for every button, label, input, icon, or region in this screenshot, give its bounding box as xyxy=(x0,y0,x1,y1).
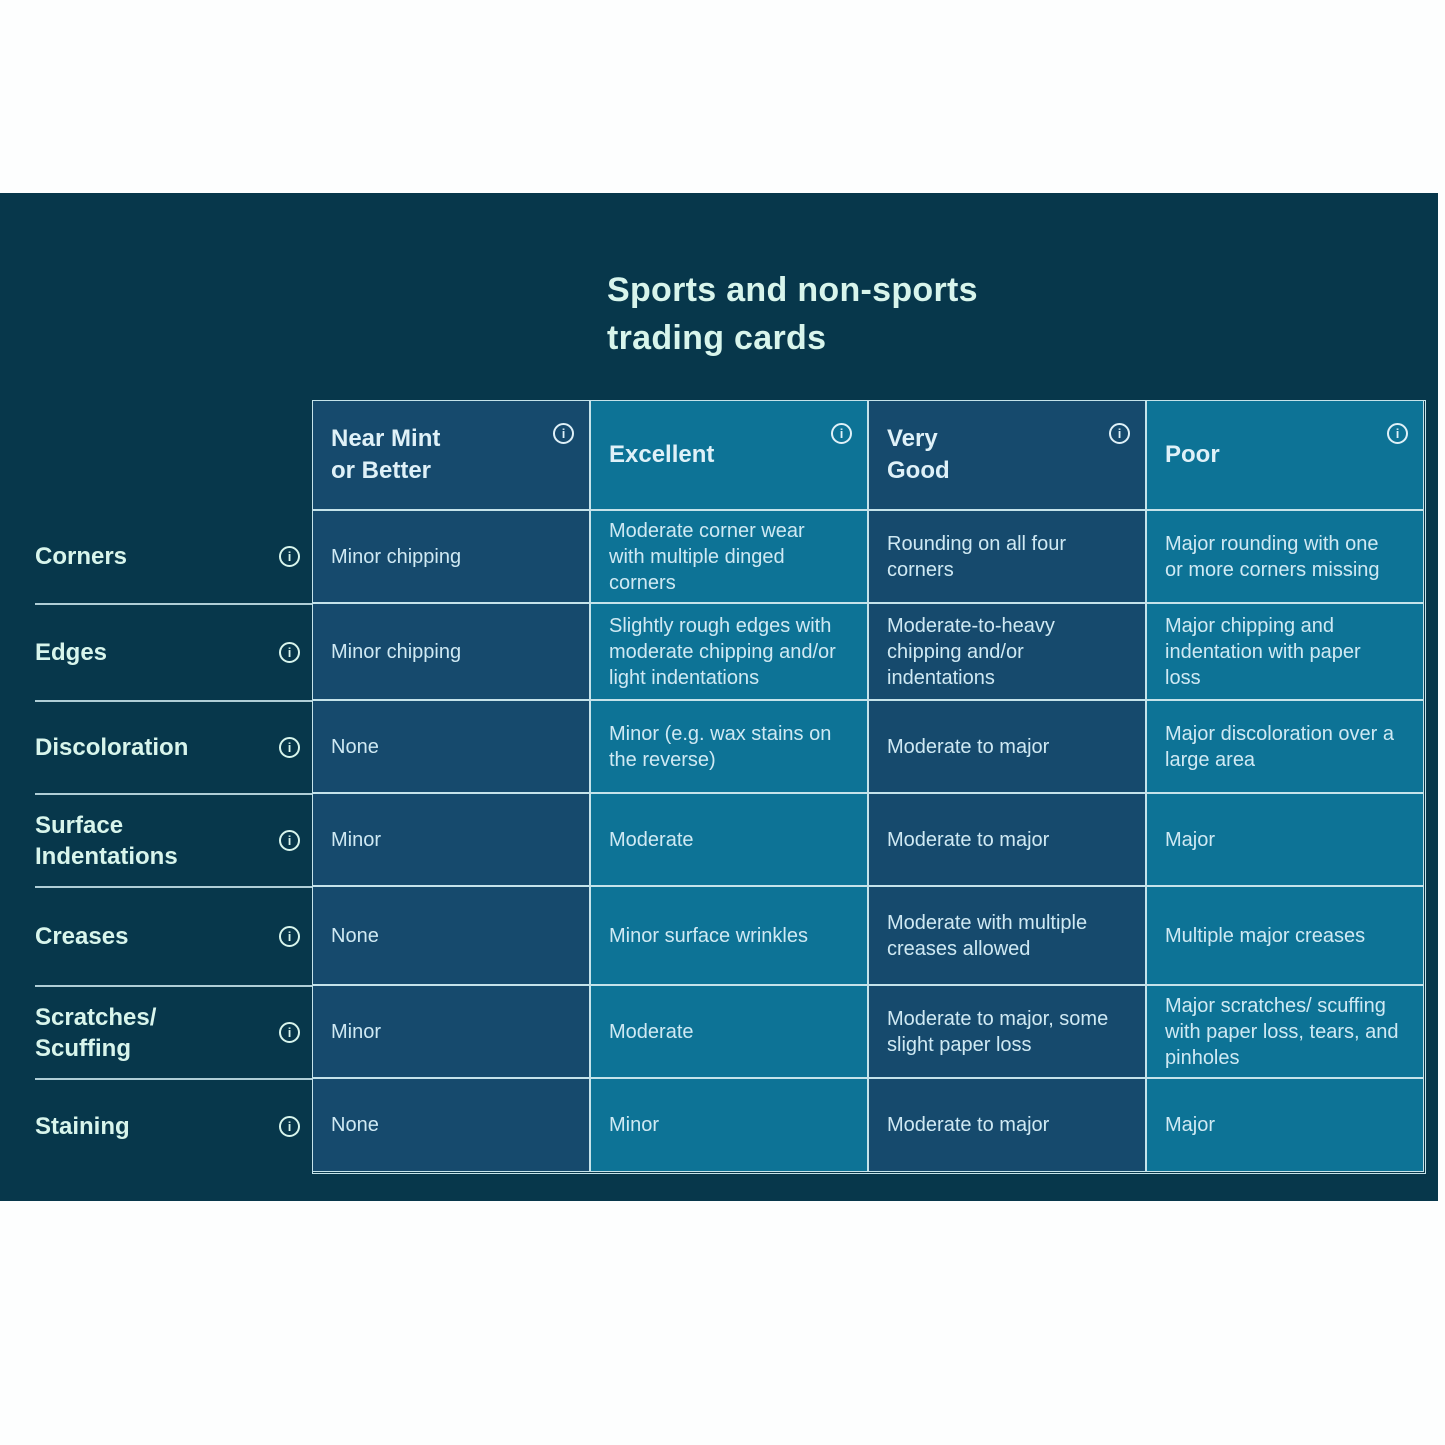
cell-text: None xyxy=(331,924,379,947)
page-title: Sports and non-sports trading cards xyxy=(607,270,978,357)
cell-discoloration-very-good: Moderate to major xyxy=(868,700,1146,793)
cell-creases-very-good: Moderate with multiple creases allowed xyxy=(868,886,1146,985)
cell-surface-indentations-excellent: Moderate xyxy=(590,793,868,886)
row-label-surface-indentations: Surface Indentations i xyxy=(35,793,312,886)
row-label-spacer xyxy=(35,400,312,510)
cell-text: Minor xyxy=(331,1020,382,1043)
cell-text: Moderate to major xyxy=(887,1114,1050,1136)
row-label-scratches-scuffing: Scratches/ Scuffing i xyxy=(35,985,312,1078)
cell-text: Major rounding with one or more corners … xyxy=(1165,532,1380,581)
cell-discoloration-poor: Major discoloration over a large area xyxy=(1146,700,1424,793)
cell-edges-poor: Major chipping and indentation with pape… xyxy=(1146,603,1424,700)
cell-text: Moderate xyxy=(609,828,694,851)
column-header-poor: Poor i xyxy=(1146,400,1424,510)
cell-text: Major scratches/ scuffing with paper los… xyxy=(1165,994,1399,1069)
row-label-text: Creases xyxy=(35,923,129,950)
cell-text: Minor xyxy=(609,1114,660,1136)
cell-text: Major discoloration over a large area xyxy=(1165,722,1394,771)
cell-text: Moderate-to-heavy chipping and/or indent… xyxy=(887,614,1055,689)
cell-scratches-scuffing-very-good: Moderate to major, some slight paper los… xyxy=(868,985,1146,1078)
cell-text: Moderate to major xyxy=(887,735,1050,758)
cell-creases-near-mint-or-better: None xyxy=(312,886,590,985)
cell-staining-excellent: Minor xyxy=(590,1078,868,1172)
column-header-near-mint-or-better: Near Mint or Better i xyxy=(312,400,590,510)
column-header-label: Very Good xyxy=(887,425,950,484)
info-icon[interactable]: i xyxy=(279,830,300,851)
cell-text: Major chipping and indentation with pape… xyxy=(1165,614,1361,689)
cell-creases-excellent: Minor surface wrinkles xyxy=(590,886,868,985)
column-header-label: Poor xyxy=(1165,441,1220,468)
cell-edges-excellent: Slightly rough edges with moderate chipp… xyxy=(590,603,868,700)
cell-text: Multiple major creases xyxy=(1165,924,1366,947)
cell-corners-excellent: Moderate corner wear with multiple dinge… xyxy=(590,510,868,603)
info-icon[interactable]: i xyxy=(279,737,300,758)
cell-text: None xyxy=(331,1114,379,1136)
cell-surface-indentations-poor: Major xyxy=(1146,793,1424,886)
cell-corners-very-good: Rounding on all four corners xyxy=(868,510,1146,603)
cell-surface-indentations-near-mint-or-better: Minor xyxy=(312,793,590,886)
row-label-text: Discoloration xyxy=(35,734,189,761)
cell-edges-near-mint-or-better: Minor chipping xyxy=(312,603,590,700)
row-label-creases: Creases i xyxy=(35,886,312,985)
cell-surface-indentations-very-good: Moderate to major xyxy=(868,793,1146,886)
cell-text: Slightly rough edges with moderate chipp… xyxy=(609,614,836,689)
row-label-text: Surface Indentations xyxy=(35,811,178,870)
cell-staining-very-good: Moderate to major xyxy=(868,1078,1146,1172)
cell-text: Moderate corner wear with multiple dinge… xyxy=(609,519,805,594)
cell-scratches-scuffing-near-mint-or-better: Minor xyxy=(312,985,590,1078)
grading-chart-panel: Sports and non-sports trading cards Near… xyxy=(0,193,1438,1201)
row-label-text: Scratches/ Scuffing xyxy=(35,1003,157,1062)
info-icon[interactable]: i xyxy=(831,423,852,444)
info-icon[interactable]: i xyxy=(279,642,300,663)
row-label-staining: Staining i xyxy=(35,1078,312,1172)
cell-text: Minor (e.g. wax stains on the reverse) xyxy=(609,722,832,771)
cell-discoloration-near-mint-or-better: None xyxy=(312,700,590,793)
cell-text: Moderate to major xyxy=(887,828,1050,851)
row-label-discoloration: Discoloration i xyxy=(35,700,312,793)
column-header-very-good: Very Good i xyxy=(868,400,1146,510)
cell-text: Major xyxy=(1165,828,1216,851)
row-label-text: Corners xyxy=(35,543,128,570)
info-icon[interactable]: i xyxy=(279,1115,300,1137)
cell-text: Moderate to major, some slight paper los… xyxy=(887,1007,1109,1056)
info-icon[interactable]: i xyxy=(1109,423,1130,444)
column-header-excellent: Excellent i xyxy=(590,400,868,510)
info-icon[interactable]: i xyxy=(1387,423,1408,444)
info-icon[interactable]: i xyxy=(553,423,574,444)
cell-scratches-scuffing-excellent: Moderate xyxy=(590,985,868,1078)
info-icon[interactable]: i xyxy=(279,926,300,947)
cell-text: None xyxy=(331,735,379,758)
row-label-text: Staining xyxy=(35,1112,130,1140)
cell-text: Minor xyxy=(331,828,382,851)
column-header-label: Excellent xyxy=(609,441,715,468)
cell-text: Minor chipping xyxy=(331,545,462,568)
grading-table: Near Mint or Better i Excellent i Very Good i… xyxy=(35,400,1424,1172)
cell-text: Rounding on all four corners xyxy=(887,532,1067,581)
cell-corners-poor: Major rounding with one or more corners … xyxy=(1146,510,1424,603)
info-icon[interactable]: i xyxy=(279,1022,300,1043)
cell-text: Moderate with multiple creases allowed xyxy=(887,911,1088,960)
column-header-label: Near Mint or Better xyxy=(331,425,441,484)
cell-corners-near-mint-or-better: Minor chipping xyxy=(312,510,590,603)
cell-text: Moderate xyxy=(609,1020,694,1043)
cell-creases-poor: Multiple major creases xyxy=(1146,886,1424,985)
row-label-edges: Edges i xyxy=(35,603,312,700)
row-label-text: Edges xyxy=(35,639,108,666)
cell-staining-near-mint-or-better: None xyxy=(312,1078,590,1172)
cell-text: Major xyxy=(1165,1114,1216,1136)
info-icon[interactable]: i xyxy=(279,546,300,567)
cell-scratches-scuffing-poor: Major scratches/ scuffing with paper los… xyxy=(1146,985,1424,1078)
cell-discoloration-excellent: Minor (e.g. wax stains on the reverse) xyxy=(590,700,868,793)
cell-text: Minor chipping xyxy=(331,640,462,663)
cell-staining-poor: Major xyxy=(1146,1078,1424,1172)
cell-edges-very-good: Moderate-to-heavy chipping and/or indent… xyxy=(868,603,1146,700)
row-label-corners: Corners i xyxy=(35,510,312,603)
cell-text: Minor surface wrinkles xyxy=(609,924,808,947)
